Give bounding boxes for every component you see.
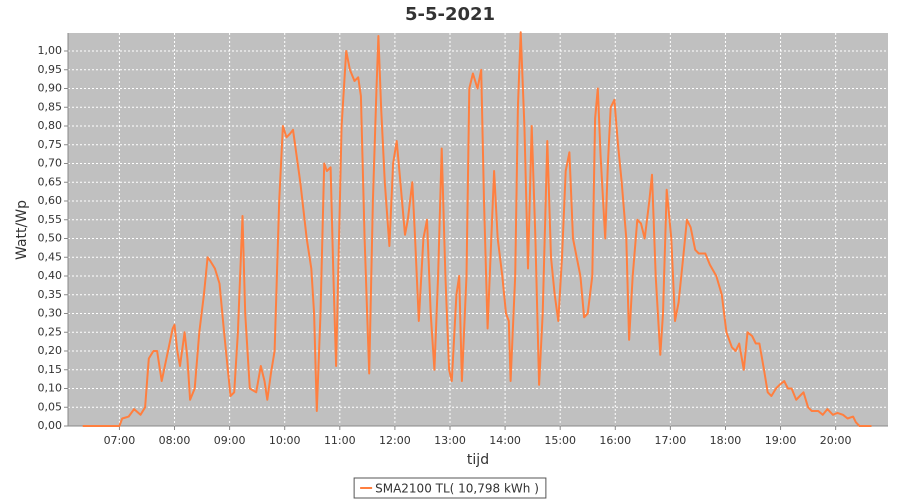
legend-label: SMA2100 TL( 10,798 kWh ) [375,482,539,496]
x-axis-label: tijd [467,452,489,468]
y-tick-label: 0,85 [38,100,63,113]
y-tick-label: 1,00 [38,44,63,57]
x-tick-label: 15:00 [544,434,576,447]
y-tick-label: 0,40 [38,269,63,282]
legend-box [353,477,547,499]
x-tick-label: 17:00 [655,434,687,447]
y-tick-label: 0,20 [38,344,63,357]
y-tick-label: 0,30 [38,307,63,320]
y-tick-label: 0,45 [38,250,63,263]
legend: SMA2100 TL( 10,798 kWh ) [353,477,547,499]
x-tick-label: 20:00 [820,434,852,447]
y-axis-label: Watt/Wp [14,200,30,260]
y-tick-label: 0,50 [38,232,63,245]
data-line [82,31,872,427]
y-tick-label: 0,80 [38,119,63,132]
y-tick-label: 0,55 [38,213,63,226]
y-tick-label: 0,70 [38,157,63,170]
plot-area [68,33,888,426]
x-tick-label: 18:00 [710,434,742,447]
y-tick-label: 0,95 [38,63,63,76]
x-tick-label: 12:00 [379,434,411,447]
x-tick-label: 10:00 [269,434,301,447]
x-tick-label: 08:00 [159,434,191,447]
y-tick-label: 0,75 [38,138,63,151]
y-tick-label: 0,35 [38,288,63,301]
x-tick-label: 14:00 [489,434,521,447]
y-tick-label: 0,05 [38,400,63,413]
y-tick-label: 0,15 [38,363,63,376]
y-tick-label: 0,60 [38,194,63,207]
y-tick-label: 0,25 [38,325,63,338]
y-tick-label: 0,90 [38,82,63,95]
y-tick-label: 0,65 [38,175,63,188]
y-tick-label: 0,00 [38,419,63,432]
x-tick-label: 16:00 [599,434,631,447]
x-tick-label: 11:00 [324,434,356,447]
y-tick-label: 0,10 [38,382,63,395]
x-tick-label: 07:00 [104,434,136,447]
chart-title: 5-5-2021 [405,4,495,25]
x-tick-label: 13:00 [434,434,466,447]
x-tick-label: 19:00 [765,434,797,447]
x-tick-label: 09:00 [214,434,246,447]
